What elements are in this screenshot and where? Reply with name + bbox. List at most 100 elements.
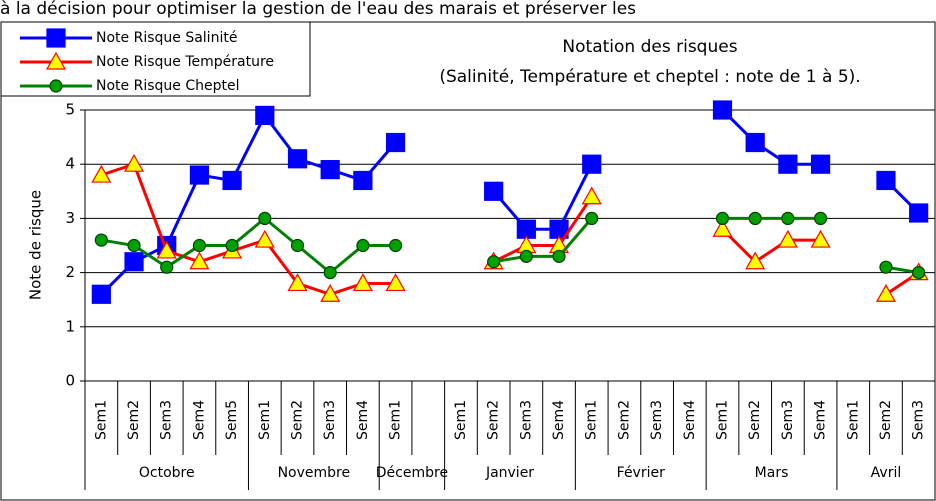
x-tick-label: Sem1 — [584, 400, 600, 440]
marker — [745, 132, 765, 153]
marker — [49, 79, 63, 93]
marker — [352, 273, 373, 292]
group-label: Décembre — [376, 465, 448, 481]
marker — [876, 170, 896, 191]
x-tick-label: Sem4 — [551, 400, 567, 440]
y-axis-label: Note de risque — [27, 190, 45, 300]
x-tick-label: Sem1 — [93, 400, 109, 440]
marker — [192, 238, 207, 253]
x-tick-label: Sem4 — [813, 400, 829, 440]
x-tick-label: Sem4 — [191, 400, 207, 440]
marker — [388, 238, 403, 253]
y-tick-label: 2 — [65, 263, 75, 281]
marker — [484, 181, 504, 201]
marker — [222, 170, 242, 191]
marker — [255, 105, 275, 126]
marker — [225, 238, 239, 253]
marker — [778, 154, 798, 174]
marker — [124, 252, 144, 272]
y-tick-label: 3 — [65, 209, 75, 227]
marker — [585, 211, 599, 225]
series-line — [101, 216, 919, 275]
group-label: Avril — [871, 465, 902, 481]
marker — [810, 154, 831, 174]
marker — [909, 203, 929, 223]
marker — [748, 211, 762, 225]
marker — [777, 229, 798, 248]
series-line — [100, 108, 920, 296]
x-tick-label: Sem1 — [453, 400, 469, 440]
marker — [46, 28, 66, 48]
x-tick-label: Sem2 — [126, 400, 142, 440]
marker — [124, 153, 145, 172]
x-tick-label: Sem3 — [159, 400, 175, 440]
x-tick-label: Sem2 — [747, 400, 763, 440]
marker — [879, 260, 893, 274]
x-tick-label: Sem4 — [682, 400, 698, 440]
y-tick-label: 0 — [65, 372, 75, 390]
x-tick-label: Sem4 — [355, 400, 371, 440]
marker — [813, 211, 828, 225]
x-tick-label: Sem3 — [911, 400, 927, 440]
marker — [320, 160, 340, 180]
y-tick-label: 5 — [65, 101, 75, 119]
x-tick-label: Sem2 — [878, 400, 894, 440]
marker — [258, 211, 272, 225]
marker — [160, 260, 174, 274]
marker — [487, 255, 501, 269]
x-tick-label: Sem3 — [649, 400, 665, 440]
group-label: Février — [617, 465, 665, 481]
group-label: Mars — [755, 465, 789, 481]
chart-title: Notation des risques — [562, 37, 737, 57]
group-label: Novembre — [278, 465, 351, 481]
x-tick-label: Sem3 — [518, 400, 534, 440]
marker — [582, 154, 602, 174]
chart-frame — [0, 21, 936, 501]
marker — [254, 229, 275, 248]
y-tick-label: 4 — [65, 155, 75, 173]
marker — [581, 186, 602, 205]
marker — [745, 251, 766, 270]
legend-label: Note Risque Salinité — [96, 30, 237, 46]
x-tick-label: Sem1 — [715, 400, 731, 440]
marker — [287, 149, 308, 169]
x-tick-label: Sem1 — [388, 400, 404, 440]
x-tick-label: Sem2 — [290, 400, 306, 440]
chart-subtitle: (Salinité, Température et cheptel : note… — [439, 67, 860, 87]
marker — [189, 251, 210, 270]
marker — [290, 238, 305, 253]
y-tick-label: 1 — [65, 317, 75, 335]
x-tick-label: Sem2 — [486, 400, 502, 440]
group-label: Janvier — [485, 465, 534, 481]
marker — [45, 51, 67, 70]
marker — [385, 132, 406, 153]
marker — [875, 284, 896, 302]
marker — [156, 240, 177, 259]
series-line — [100, 162, 920, 296]
marker — [715, 211, 730, 225]
marker — [320, 284, 341, 302]
legend-label: Note Risque Température — [96, 54, 274, 70]
x-tick-label: Sem5 — [224, 400, 240, 440]
marker — [94, 233, 108, 247]
caption: à la décision pour optimiser la gestion … — [0, 0, 636, 19]
marker — [189, 165, 210, 185]
x-tick-label: Sem3 — [780, 400, 796, 440]
x-tick-label: Sem2 — [616, 400, 632, 440]
marker — [519, 249, 533, 263]
marker — [127, 238, 141, 253]
marker — [287, 273, 308, 292]
marker — [323, 266, 337, 280]
marker — [385, 273, 406, 292]
marker — [552, 249, 566, 263]
marker — [353, 170, 373, 191]
x-tick-label: Sem1 — [845, 400, 861, 440]
group-label: Octobre — [139, 465, 195, 481]
marker — [91, 284, 111, 304]
legend-label: Note Risque Cheptel — [96, 78, 239, 94]
marker — [712, 219, 733, 237]
marker — [356, 238, 370, 253]
marker — [712, 100, 733, 120]
x-tick-label: Sem1 — [257, 400, 273, 440]
